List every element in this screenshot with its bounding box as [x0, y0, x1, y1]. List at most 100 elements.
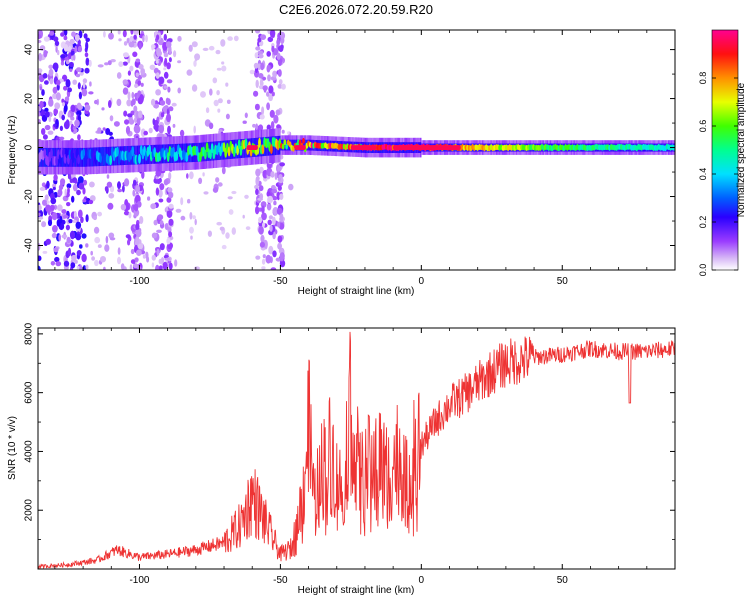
spectrogram-noise-blob [67, 112, 71, 118]
spectrogram-noise-blob [168, 203, 174, 209]
spectrogram-x-label: Height of straight line (km) [298, 286, 415, 297]
spectrogram-noise-blob [266, 102, 270, 111]
spectrogram-noise-blob [133, 263, 139, 269]
spectrogram-noise-blob [41, 128, 46, 135]
spectrogram-noise-blob [71, 195, 75, 203]
spectrogram-noise-blob [72, 183, 78, 192]
spectrogram-band-inner [291, 139, 294, 151]
spectrogram-noise-blob [65, 224, 70, 231]
spectrogram-noise-blob [75, 233, 82, 241]
spectrogram-noise-blob [225, 82, 229, 87]
spectrogram-noise-blob [39, 186, 46, 191]
spectrogram-noise-blob [270, 267, 277, 270]
spectrogram-ridge-cell [237, 139, 241, 150]
spectrogram-noise-blob [215, 49, 221, 55]
spectrogram-noise-blob [108, 232, 115, 239]
spectrogram-noise-blob [268, 245, 274, 255]
spectrogram-noise-blob [259, 241, 265, 248]
spectrogram-noise-blob [129, 65, 134, 72]
spectrogram-noise-blob [47, 208, 51, 216]
spectrogram-noise-blob [177, 60, 182, 64]
spectrogram-noise-blob [277, 166, 282, 172]
spectrogram-noise-blob [79, 264, 83, 270]
spectrogram-noise-blob [100, 256, 106, 263]
spectrogram-noise-blob [70, 262, 76, 269]
spectrogram-noise-blob [271, 185, 276, 190]
spectrogram-noise-blob [147, 196, 151, 201]
spectrogram-noise-blob [116, 72, 122, 79]
spectrogram-noise-blob [194, 218, 197, 226]
spectrogram-noise-blob [52, 86, 58, 94]
spectrogram-noise-blob [260, 62, 265, 71]
spectrogram-ridge-cell [209, 149, 212, 160]
spectrogram-noise-blob [279, 162, 285, 167]
y-tick-label: 4000 [24, 440, 35, 463]
spectrogram-noise-blob [277, 177, 281, 181]
spectrogram-noise-blob [64, 188, 67, 197]
spectrogram-noise-blob [179, 129, 185, 137]
spectrogram-noise-blob [137, 242, 144, 250]
spectrogram-noise-blob [153, 124, 157, 130]
spectrogram-noise-blob [56, 79, 61, 86]
spectrogram-noise-blob [207, 230, 212, 237]
spectrogram-noise-blob [267, 36, 274, 43]
spectrogram-noise-blob [118, 38, 122, 42]
spectrogram-noise-blob [123, 210, 130, 216]
spectrogram-noise-blob [77, 39, 81, 46]
spectrogram-noise-blob [127, 91, 131, 100]
spectrogram-noise-blob [166, 113, 171, 123]
spectrogram-noise-blob [82, 187, 86, 195]
spectrogram-noise-blob [266, 202, 272, 211]
spectrogram-noise-blob [272, 207, 279, 216]
spectrogram-noise-blob [168, 231, 173, 238]
spectrogram-noise-blob [155, 89, 162, 96]
spectrogram-band-inner [62, 147, 64, 167]
spectrogram-noise-blob [104, 244, 110, 252]
spectrogram-noise-blob [166, 62, 171, 70]
spectrogram-noise-blob [59, 136, 65, 141]
spectrogram-noise-blob [53, 174, 58, 182]
spectrogram-noise-blob [158, 258, 162, 265]
spectrogram-noise-blob [85, 41, 89, 51]
spectrogram-noise-blob [38, 255, 42, 262]
spectrogram-noise-blob [55, 261, 62, 267]
spectrogram-noise-blob [44, 111, 50, 118]
spectrogram-noise-blob [277, 221, 281, 228]
spectrogram-noise-blob [50, 197, 57, 205]
spectrogram-noise-blob [107, 202, 114, 210]
snr-panel: -100 -50 0 50 2000 4000 6000 8000 Height of st… [7, 322, 676, 596]
spectrogram-ridge-cell [75, 148, 79, 159]
spectrogram-noise-blob [254, 52, 259, 59]
spectrogram-noise-blob [134, 203, 139, 212]
spectrogram-noise-blob [74, 45, 78, 54]
spectrogram-noise-blob [192, 215, 196, 220]
spectrogram-noise-blob [88, 59, 92, 67]
spectrogram-noise-blob [268, 229, 274, 236]
spectrogram-noise-blob [59, 215, 63, 224]
spectrogram-noise-blob [89, 81, 92, 87]
spectrogram-noise-blob [104, 62, 109, 66]
spectrogram-noise-blob [158, 124, 165, 134]
spectrogram-noise-blob [46, 180, 50, 189]
spectrogram-band-inner [198, 142, 201, 162]
spectrogram-noise-blob [108, 193, 115, 199]
spectrogram-ridge-cell [62, 147, 65, 158]
spectrogram-noise-blob [168, 172, 172, 180]
spectrogram-noise-blob [150, 203, 157, 210]
spectrogram-noise-blob [74, 128, 78, 133]
spectrogram-noise-blob [131, 91, 135, 99]
spectrogram-noise-blob [208, 45, 215, 51]
spectrogram-noise-blob [227, 36, 233, 41]
spectrogram-noise-blob [135, 185, 140, 193]
spectrogram-noise-blob [133, 34, 137, 40]
spectrogram-ridge-cell [99, 153, 102, 164]
spectrogram-noise-blob [80, 216, 84, 223]
spectrogram-noise-blob [38, 34, 42, 40]
spectrogram-noise-blob [120, 263, 125, 270]
spectrogram-noise-blob [62, 85, 68, 91]
spectrogram-noise-blob [134, 116, 138, 123]
snr-frame [37, 327, 676, 570]
spectrogram-noise-blob [258, 207, 262, 212]
snr-series-line [38, 331, 675, 569]
spectrogram-noise-blob [54, 256, 60, 263]
